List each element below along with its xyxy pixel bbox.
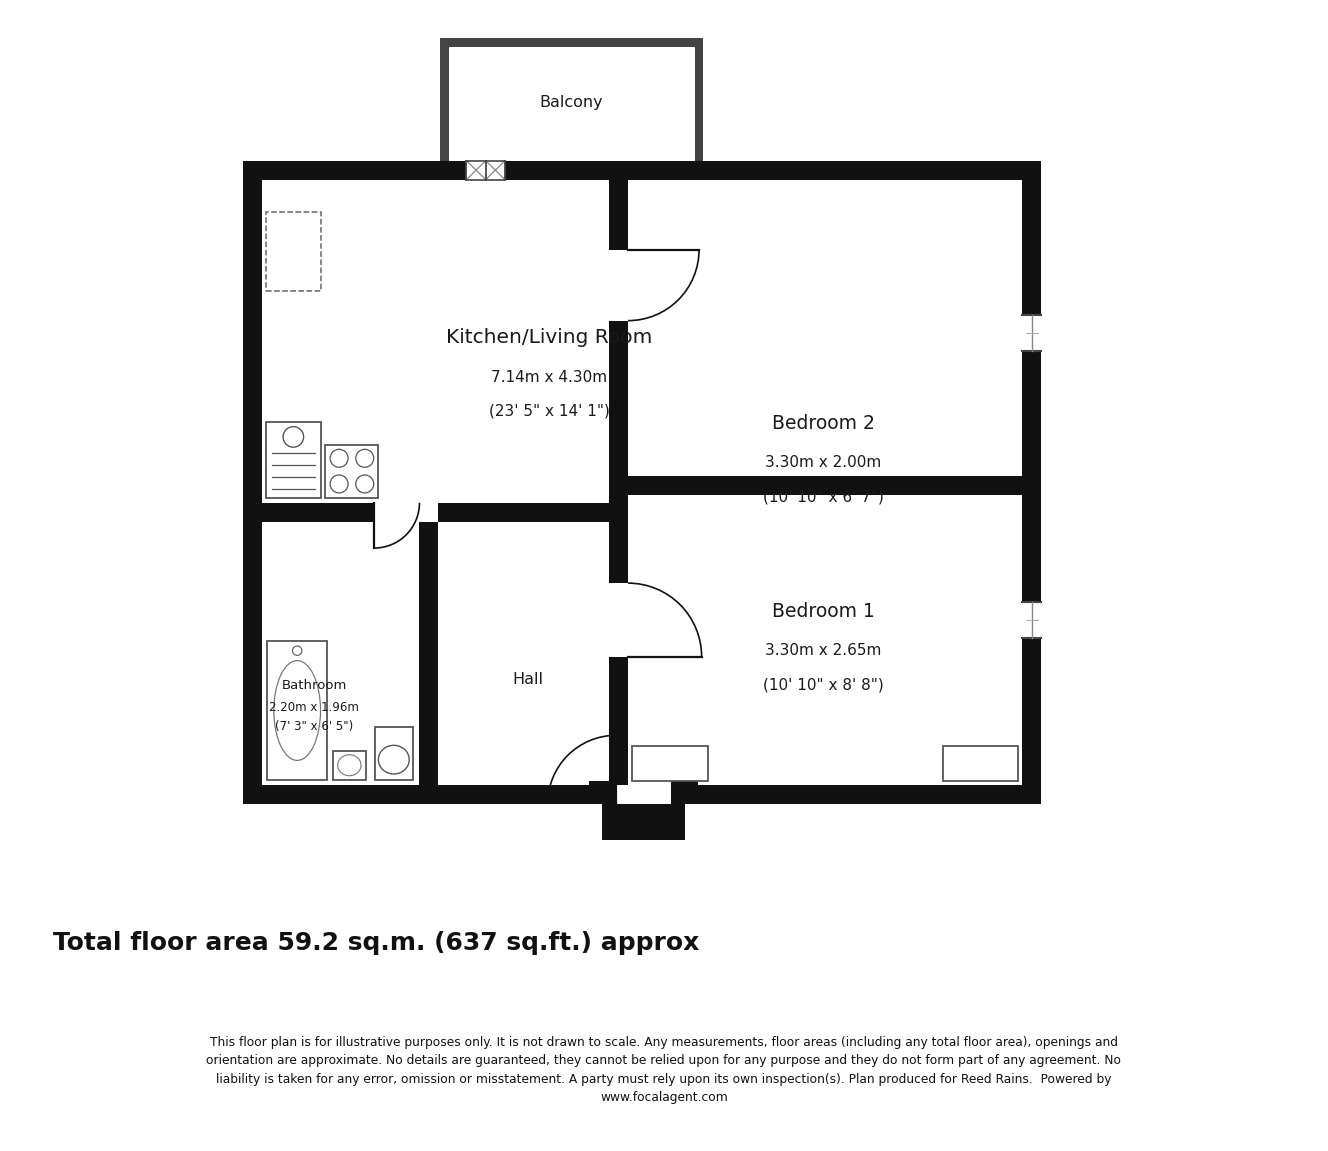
Text: (7' 3" x 6' 5"): (7' 3" x 6' 5") bbox=[275, 721, 353, 733]
Bar bbox=[1023, 161, 1041, 803]
Bar bbox=[243, 161, 466, 180]
Text: 2.20m x 1.96m: 2.20m x 1.96m bbox=[270, 701, 360, 714]
Bar bbox=[671, 803, 684, 839]
Text: (10' 10" x 8' 8"): (10' 10" x 8' 8") bbox=[762, 678, 883, 693]
Bar bbox=[632, 746, 708, 782]
Bar bbox=[266, 422, 321, 497]
Text: Bathroom: Bathroom bbox=[282, 679, 347, 692]
Bar bbox=[266, 212, 321, 291]
Bar bbox=[695, 38, 704, 161]
Bar bbox=[262, 180, 1023, 785]
Bar bbox=[243, 785, 1041, 803]
Bar bbox=[1023, 602, 1042, 638]
Bar bbox=[438, 503, 610, 521]
Text: Kitchen/Living Room: Kitchen/Living Room bbox=[446, 328, 652, 348]
Text: 3.30m x 2.65m: 3.30m x 2.65m bbox=[765, 643, 882, 658]
Bar bbox=[610, 180, 628, 250]
Bar bbox=[610, 657, 628, 785]
Text: This floor plan is for illustrative purposes only. It is not drawn to scale. Any: This floor plan is for illustrative purp… bbox=[206, 1036, 1122, 1104]
Text: (23' 5" x 14' 1"): (23' 5" x 14' 1") bbox=[489, 404, 610, 419]
Bar bbox=[671, 780, 699, 803]
Bar bbox=[588, 780, 616, 803]
Text: Balcony: Balcony bbox=[539, 96, 603, 110]
Text: Bedroom 1: Bedroom 1 bbox=[772, 602, 874, 620]
Text: Hall: Hall bbox=[513, 672, 543, 687]
Bar bbox=[610, 495, 628, 584]
Bar bbox=[603, 826, 684, 839]
Bar bbox=[440, 38, 704, 47]
Text: 7.14m x 4.30m: 7.14m x 4.30m bbox=[491, 369, 607, 384]
Bar bbox=[333, 750, 365, 779]
Bar bbox=[262, 503, 374, 521]
Bar bbox=[505, 161, 1041, 180]
Bar bbox=[943, 746, 1019, 782]
Bar bbox=[325, 444, 378, 497]
Bar bbox=[267, 641, 327, 779]
Bar bbox=[616, 785, 671, 803]
Text: (10' 10" x 6' 7"): (10' 10" x 6' 7") bbox=[762, 489, 883, 504]
Text: 3.30m x 2.00m: 3.30m x 2.00m bbox=[765, 455, 882, 470]
Text: Bedroom 2: Bedroom 2 bbox=[772, 413, 874, 433]
Bar bbox=[603, 803, 616, 839]
Bar bbox=[440, 38, 449, 161]
Bar bbox=[1023, 314, 1042, 351]
Bar bbox=[374, 726, 413, 779]
Bar bbox=[243, 161, 262, 803]
Bar bbox=[616, 785, 671, 826]
Text: Total floor area 59.2 sq.m. (637 sq.ft.) approx: Total floor area 59.2 sq.m. (637 sq.ft.)… bbox=[53, 931, 700, 955]
Bar bbox=[420, 521, 438, 785]
Bar bbox=[610, 477, 1023, 495]
Bar bbox=[610, 321, 628, 477]
